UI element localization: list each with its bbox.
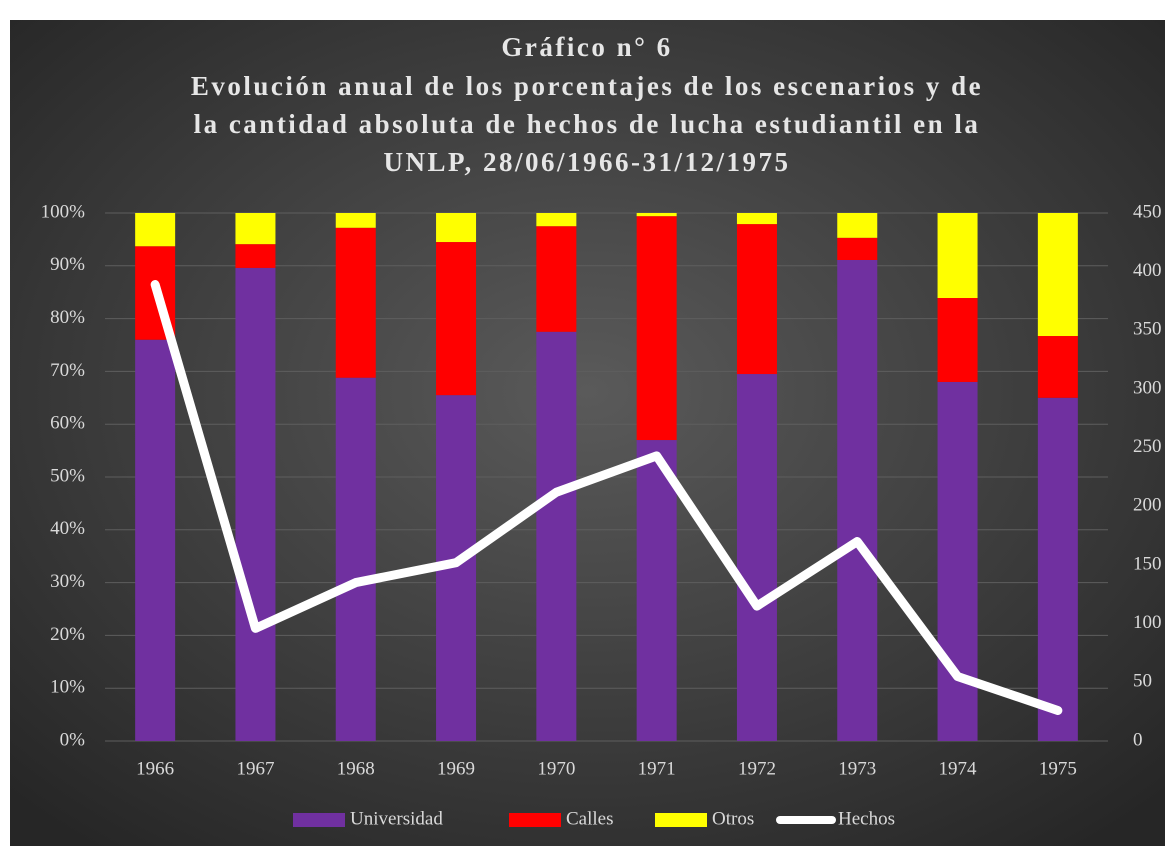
x-tick-label: 1973 (838, 758, 876, 779)
y2-tick-label: 0 (1133, 729, 1143, 750)
y-tick-label: 70% (50, 360, 85, 381)
x-tick-label: 1971 (638, 758, 676, 779)
legend-swatch (655, 813, 707, 827)
bar (636, 213, 677, 217)
legend-label: Calles (566, 808, 614, 829)
bar (636, 216, 677, 441)
x-tick-label: 1970 (537, 758, 575, 779)
bar (135, 213, 176, 247)
chart-title: UNLP, 28/06/1966-31/12/1975 (383, 147, 790, 177)
line (150, 280, 1063, 715)
bar (1037, 213, 1078, 337)
bar (736, 224, 777, 375)
y-tick-label: 100% (41, 201, 86, 222)
chart-background (10, 20, 1165, 846)
x-tick-label: 1969 (437, 758, 475, 779)
y-tick-label: 20% (50, 624, 85, 645)
bar (135, 339, 176, 741)
y2-tick-label: 450 (1133, 201, 1162, 222)
y2-tick-label: 150 (1133, 553, 1162, 574)
bar (1037, 397, 1078, 741)
y-tick-label: 10% (50, 677, 85, 698)
bar (536, 331, 577, 741)
legend-label: Universidad (350, 808, 443, 829)
bar (335, 377, 376, 741)
y-tick-label: 60% (50, 413, 85, 434)
legend-label: Otros (712, 808, 754, 829)
chart-title: Gráfico n° 6 (501, 32, 672, 62)
x-tick-label: 1967 (236, 758, 274, 779)
y2-tick-label: 350 (1133, 319, 1162, 340)
legend-swatch (509, 813, 561, 827)
y-tick-label: 50% (50, 465, 85, 486)
bar (837, 237, 878, 260)
bar (335, 213, 376, 228)
x-tick-label: 1972 (738, 758, 776, 779)
bar (736, 213, 777, 225)
bar (837, 259, 878, 741)
y-tick-label: 90% (50, 254, 85, 275)
bar (636, 440, 677, 741)
chart-title: Evolución anual de los porcentajes de lo… (191, 71, 983, 101)
y2-tick-label: 200 (1133, 495, 1162, 516)
bar (937, 213, 978, 299)
bar (1037, 336, 1078, 398)
x-tick-label: 1974 (939, 758, 978, 779)
bar (235, 267, 276, 741)
legend-label: Hechos (838, 808, 895, 829)
bar (937, 381, 978, 741)
bar (436, 242, 477, 396)
y2-tick-label: 400 (1133, 260, 1162, 281)
x-tick-label: 1966 (136, 758, 174, 779)
y2-tick-label: 50 (1133, 671, 1152, 692)
chart-title: la cantidad absoluta de hechos de lucha … (194, 109, 981, 139)
legend-swatch (293, 813, 345, 827)
y-tick-label: 30% (50, 571, 85, 592)
x-tick-label: 1975 (1039, 758, 1077, 779)
bar (335, 227, 376, 378)
bar (837, 213, 878, 238)
y2-tick-label: 100 (1133, 612, 1162, 633)
y-tick-label: 0% (60, 729, 86, 750)
bar (235, 244, 276, 268)
bar (436, 213, 477, 243)
x-tick-label: 1968 (337, 758, 375, 779)
bar (536, 213, 577, 227)
bar (235, 213, 276, 245)
y2-tick-label: 250 (1133, 436, 1162, 457)
y-tick-label: 40% (50, 518, 85, 539)
y2-tick-label: 300 (1133, 377, 1162, 398)
bar (736, 374, 777, 741)
bar (937, 298, 978, 382)
bar (536, 226, 577, 332)
y-tick-label: 80% (50, 307, 85, 328)
